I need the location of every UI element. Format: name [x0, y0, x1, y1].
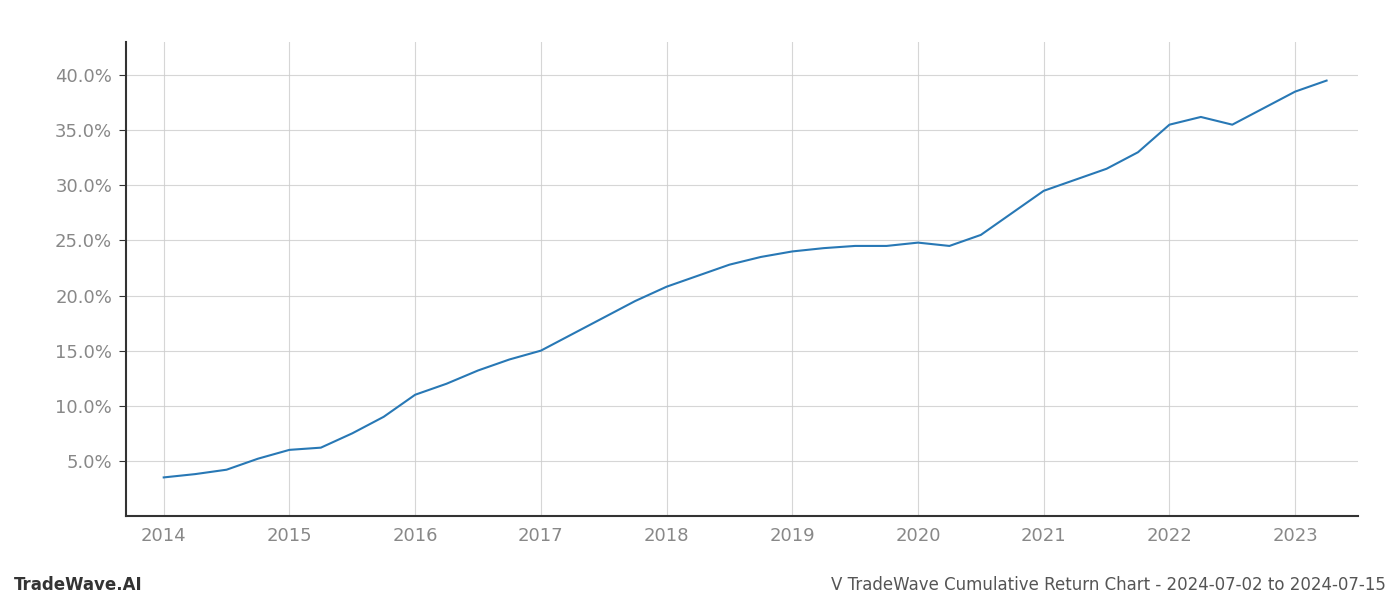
Text: V TradeWave Cumulative Return Chart - 2024-07-02 to 2024-07-15: V TradeWave Cumulative Return Chart - 20…	[832, 576, 1386, 594]
Text: TradeWave.AI: TradeWave.AI	[14, 576, 143, 594]
